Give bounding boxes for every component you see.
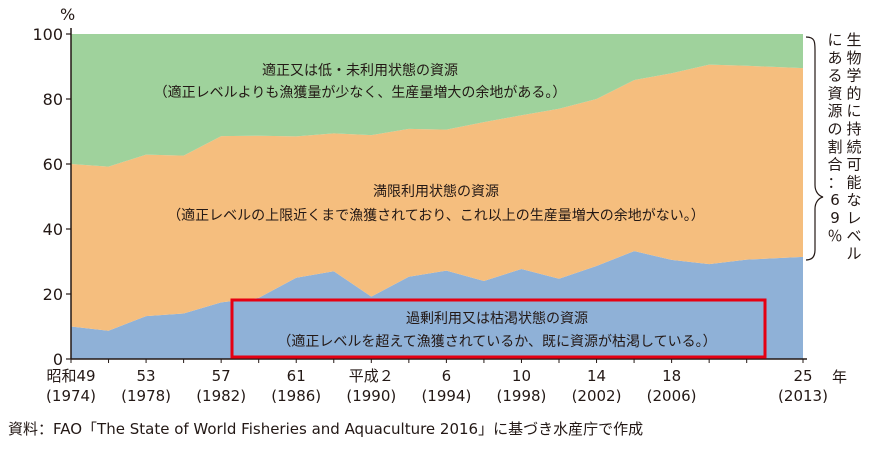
x-tick-label-era: 25 [793,367,812,385]
annotation-underfished-desc: （適正レベルよりも漁獲量が少なく、生産量増大の余地がある。） [154,84,567,101]
x-tick-label-year: (1982) [196,387,246,405]
x-tick-label-era: 6 [442,367,452,385]
x-tick-label-year: (1974) [46,387,96,405]
x-tick-label-era: 61 [287,367,306,385]
x-tick-label-year: (2002) [572,387,622,405]
sustainable-share-note: 生物学的に持続可能なレベルにある資源の割合： 6 9 ％ [827,31,861,263]
annotation-fully-desc: （適正レベルの上限近くまで漁獲されており、これ以上の生産量増大の余地がない。） [167,207,705,224]
axes [66,28,807,363]
y-unit-label: % [60,5,75,24]
y-tick-label: 100 [32,25,63,44]
x-tick-label-year: (2013) [778,387,828,405]
x-tick-label-era: 18 [662,367,681,385]
x-tick-label-year: (1978) [121,387,171,405]
x-tick-label-era: 53 [137,367,156,385]
x-tick-label-year: (2006) [647,387,697,405]
stacked-areas [71,34,803,359]
area-overfished [71,251,803,359]
x-tick-labels: 昭和49 (1974) 53 (1978) 57 (1982) 61 (1986) 平成２ (19… [46,367,828,405]
area-fully_fished [71,64,803,331]
sustainable-share-brace [805,36,824,261]
x-tick-label-era: 平成２ [349,367,394,385]
annotation-overfished-desc: （適正レベルを超えて漁獲されているか、既に資源が枯渇している。） [277,333,716,350]
x-tick-label-era: 14 [587,367,606,385]
y-tick-label: 0 [53,350,63,369]
annotation-fully-title: 満限利用状態の資源 [373,184,499,200]
area-underfished [71,34,803,167]
x-tick-label-year: (1986) [271,387,321,405]
y-tick-label: 40 [43,220,63,239]
source-note: 資料：FAO「The State of World Fisheries and … [8,420,644,438]
x-tick-label-year: (1994) [421,387,471,405]
x-tick-label-era: 57 [212,367,231,385]
x-tick-label-era: 昭和49 [46,367,95,385]
x-tick-label-era: 10 [512,367,531,385]
overfished-highlight-box [230,298,767,359]
x-tick-label-year: (1990) [346,387,396,405]
annotation-overfished-title: 過剰利用又は枯渇状態の資源 [406,311,588,327]
annotation-underfished-title: 適正又は低・未利用状態の資源 [262,62,458,79]
y-tick-label: 60 [43,155,63,174]
y-tick-labels: 0 20 40 60 80 100 [32,25,63,369]
y-tick-label: 20 [43,285,63,304]
fisheries-stock-chart: 0 20 40 60 80 100 昭和49 (1974) 53 (1978) 57 (1982) 6… [32,5,861,405]
year-unit-label: 年 [832,368,847,386]
y-tick-label: 80 [43,90,63,109]
x-tick-label-year: (1998) [497,387,547,405]
